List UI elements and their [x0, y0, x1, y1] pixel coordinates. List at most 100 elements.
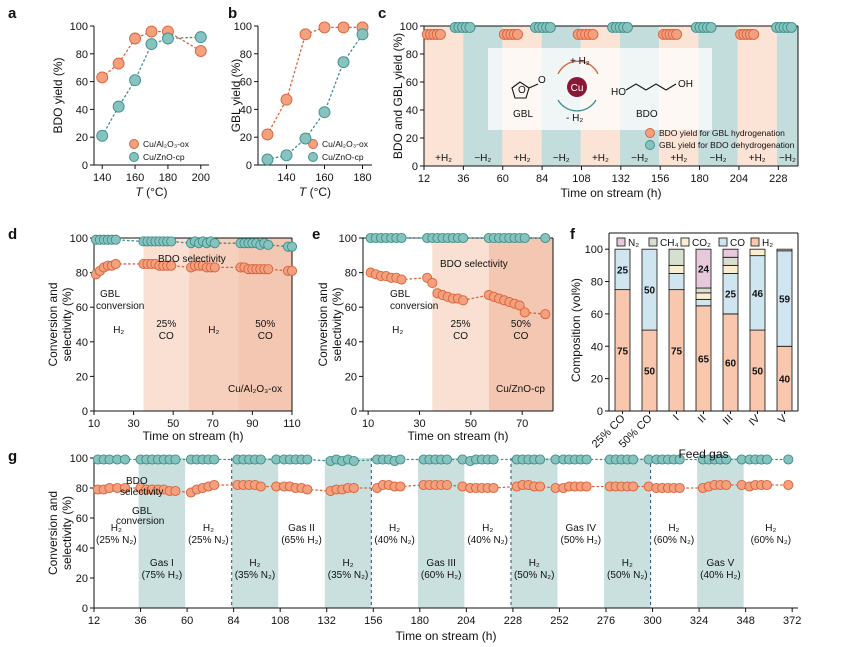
g-point — [302, 454, 313, 465]
b-point — [261, 128, 274, 141]
a-point — [129, 32, 142, 45]
xlabel-symbol: T — [135, 185, 144, 199]
g-region-label: H₂ — [389, 523, 400, 534]
c-gbl-ring — [511, 81, 530, 99]
g-annotation-gbl-2: conversion — [116, 516, 164, 527]
b-point — [299, 132, 312, 145]
f-bar-label: 46 — [752, 289, 764, 300]
c-xtick-label: 180 — [690, 173, 708, 185]
panel-label-f: f — [570, 226, 576, 243]
d-catalyst-label: Cu/Al₂O₃-ox — [228, 384, 282, 395]
g-region-label: Gas II — [288, 523, 315, 534]
g-ytick-label: 60 — [76, 513, 88, 525]
f-ylabel: Composition (vol%) — [569, 278, 583, 382]
c-gbl-ring-oxygen: O — [518, 85, 526, 96]
d-point — [209, 238, 220, 249]
c-xtick-label: 132 — [612, 173, 630, 185]
b-legend-marker — [308, 152, 318, 162]
b-ytick-label: 80 — [240, 49, 252, 61]
c-legend-marker — [645, 128, 655, 138]
c-bdo-label: BDO — [636, 109, 658, 120]
panel-label-b: b — [228, 5, 237, 22]
g-region-label: Gas IV — [565, 523, 596, 534]
c-xtick-label: 228 — [769, 173, 787, 185]
a-xtick-label: 180 — [159, 172, 177, 184]
f-ytick-label: 60 — [591, 309, 603, 321]
g-region-sublabel: (35% N₂) — [328, 570, 369, 581]
e-region-label: CO — [453, 331, 468, 342]
c-legend-label: BDO yield for GBL hydrogenation — [659, 128, 785, 138]
xlabel-unit: (°C) — [143, 185, 168, 199]
g-region-sublabel: (60% H₂) — [421, 570, 462, 581]
b-ytick-label: 60 — [240, 77, 252, 89]
g-xtick-label: 372 — [783, 615, 801, 627]
b-legend-marker — [308, 139, 318, 149]
g-point — [488, 482, 499, 494]
g-point — [395, 454, 406, 465]
f-bar-segment — [722, 256, 739, 266]
d-ytick-label: 100 — [70, 233, 88, 245]
e-point — [540, 232, 551, 244]
f-bar-segment — [695, 298, 712, 307]
e-xtick-label: 50 — [465, 418, 477, 430]
b-xtick-label: 140 — [277, 172, 295, 184]
c-cu-catalyst — [567, 77, 587, 97]
a-legend-marker — [129, 152, 139, 162]
e-point — [427, 277, 438, 289]
c-legend-marker — [645, 140, 655, 150]
e-point — [396, 232, 407, 244]
g-region-sublabel: (40% N₂) — [374, 535, 415, 546]
a-legend-marker — [129, 139, 139, 149]
d-xtick-label: 50 — [167, 418, 179, 430]
f-bar-segment — [776, 248, 793, 252]
g-region-sublabel: (60% N₂) — [751, 535, 792, 546]
c-bdo-oh-right: OH — [678, 79, 693, 90]
g-region-sublabel: (25% N₂) — [96, 535, 137, 546]
c-stage-label: +H₂ — [670, 153, 687, 164]
f-legend-label: CO₂ — [692, 238, 711, 249]
g-region-label: H₂ — [482, 523, 493, 534]
a-line-1 — [101, 36, 202, 137]
g-point — [170, 454, 181, 465]
g-point — [395, 481, 406, 492]
c-reverse-arrow — [557, 99, 597, 112]
g-region-label: H₂ — [111, 523, 122, 534]
g-point — [674, 454, 685, 465]
e-region-label: 50% — [511, 319, 531, 330]
g-region-sublabel: (35% N₂) — [235, 570, 276, 581]
g-point — [721, 479, 732, 491]
f-legend-label: CH₄ — [660, 238, 679, 249]
b-point — [337, 21, 350, 34]
a-xtick-label: 160 — [126, 172, 144, 184]
g-point — [209, 454, 220, 465]
d-xtick-label: 30 — [127, 418, 139, 430]
e-xtick-label: 70 — [516, 418, 528, 430]
b-point — [299, 28, 312, 41]
c-forward-arrow — [557, 60, 599, 75]
b-point — [318, 106, 331, 119]
d-point — [209, 262, 220, 273]
panel-label-a: a — [8, 5, 17, 22]
ylabel-line: selectivity (%) — [60, 287, 74, 361]
f-legend-swatch — [648, 237, 658, 247]
g-point — [209, 479, 220, 491]
c-stage-label: +H₂ — [514, 153, 531, 164]
d-annotation-gbl-1: GBL — [100, 289, 120, 300]
a-point — [112, 57, 125, 70]
b-point — [356, 28, 369, 41]
f-bar-segment — [722, 248, 739, 258]
g-point — [255, 481, 266, 492]
panel-label-g: g — [8, 448, 17, 465]
g-point — [581, 481, 592, 492]
a-ytick-label: 80 — [76, 49, 88, 61]
d-region-label: 50% — [255, 319, 275, 330]
d-annotation-bdo: BDO selectivity — [158, 254, 226, 265]
g-xtick-label: 180 — [411, 615, 429, 627]
g-point — [581, 454, 592, 465]
a-point — [145, 25, 158, 38]
c-point — [671, 28, 683, 40]
f-bar-segment — [641, 248, 658, 331]
c-xtick-label: 36 — [457, 173, 469, 185]
xlabel-symbol: T — [299, 185, 308, 199]
